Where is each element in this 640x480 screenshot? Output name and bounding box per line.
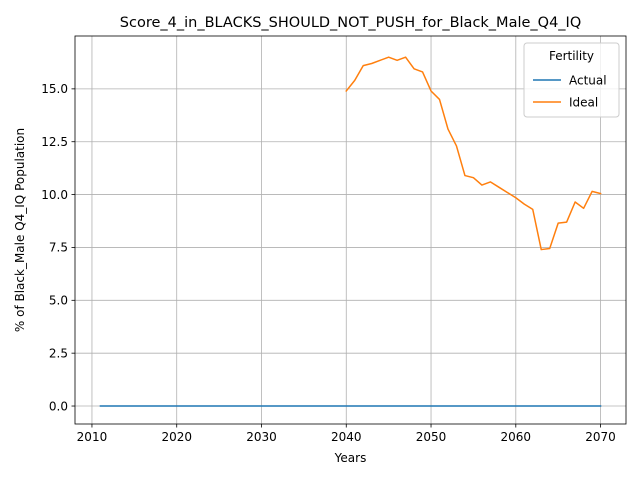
y-tick-label: 2.5 (49, 346, 68, 360)
x-tick-label: 2060 (501, 430, 532, 444)
x-axis-label: Years (334, 451, 367, 465)
legend-box (523, 42, 620, 118)
y-tick-label: 5.0 (49, 294, 68, 308)
legend-label-actual: Actual (569, 73, 607, 87)
y-tick-label: 7.5 (49, 241, 68, 255)
legend: Fertility Actual Ideal (523, 42, 620, 118)
y-tick-label: 12.5 (41, 135, 68, 149)
y-tick-label: 15.0 (41, 82, 68, 96)
legend-label-ideal: Ideal (569, 95, 598, 109)
y-tick-label: 10.0 (41, 188, 68, 202)
y-axis-label: % of Black_Male Q4_IQ Population (13, 128, 27, 332)
x-tick-label: 2040 (331, 430, 362, 444)
x-tick-label: 2030 (246, 430, 277, 444)
legend-items: Actual Ideal (533, 73, 607, 109)
x-tick-label: 2020 (161, 430, 192, 444)
x-tick-label: 2070 (585, 430, 616, 444)
plot-frame (74, 35, 627, 425)
x-tick-label: 2050 (416, 430, 447, 444)
chart-title: Score_4_in_BLACKS_SHOULD_NOT_PUSH_for_Bl… (120, 15, 581, 31)
series-lines (99, 56, 602, 407)
y-tick-label: 0.0 (49, 399, 68, 413)
x-tick-label: 2010 (77, 430, 108, 444)
series-line-ideal (345, 56, 602, 251)
axes: 2010 2020 2030 2040 2050 2060 2070 0.0 2.5 5.0 7.5… (41, 35, 627, 444)
legend-title: Fertility (549, 49, 594, 63)
